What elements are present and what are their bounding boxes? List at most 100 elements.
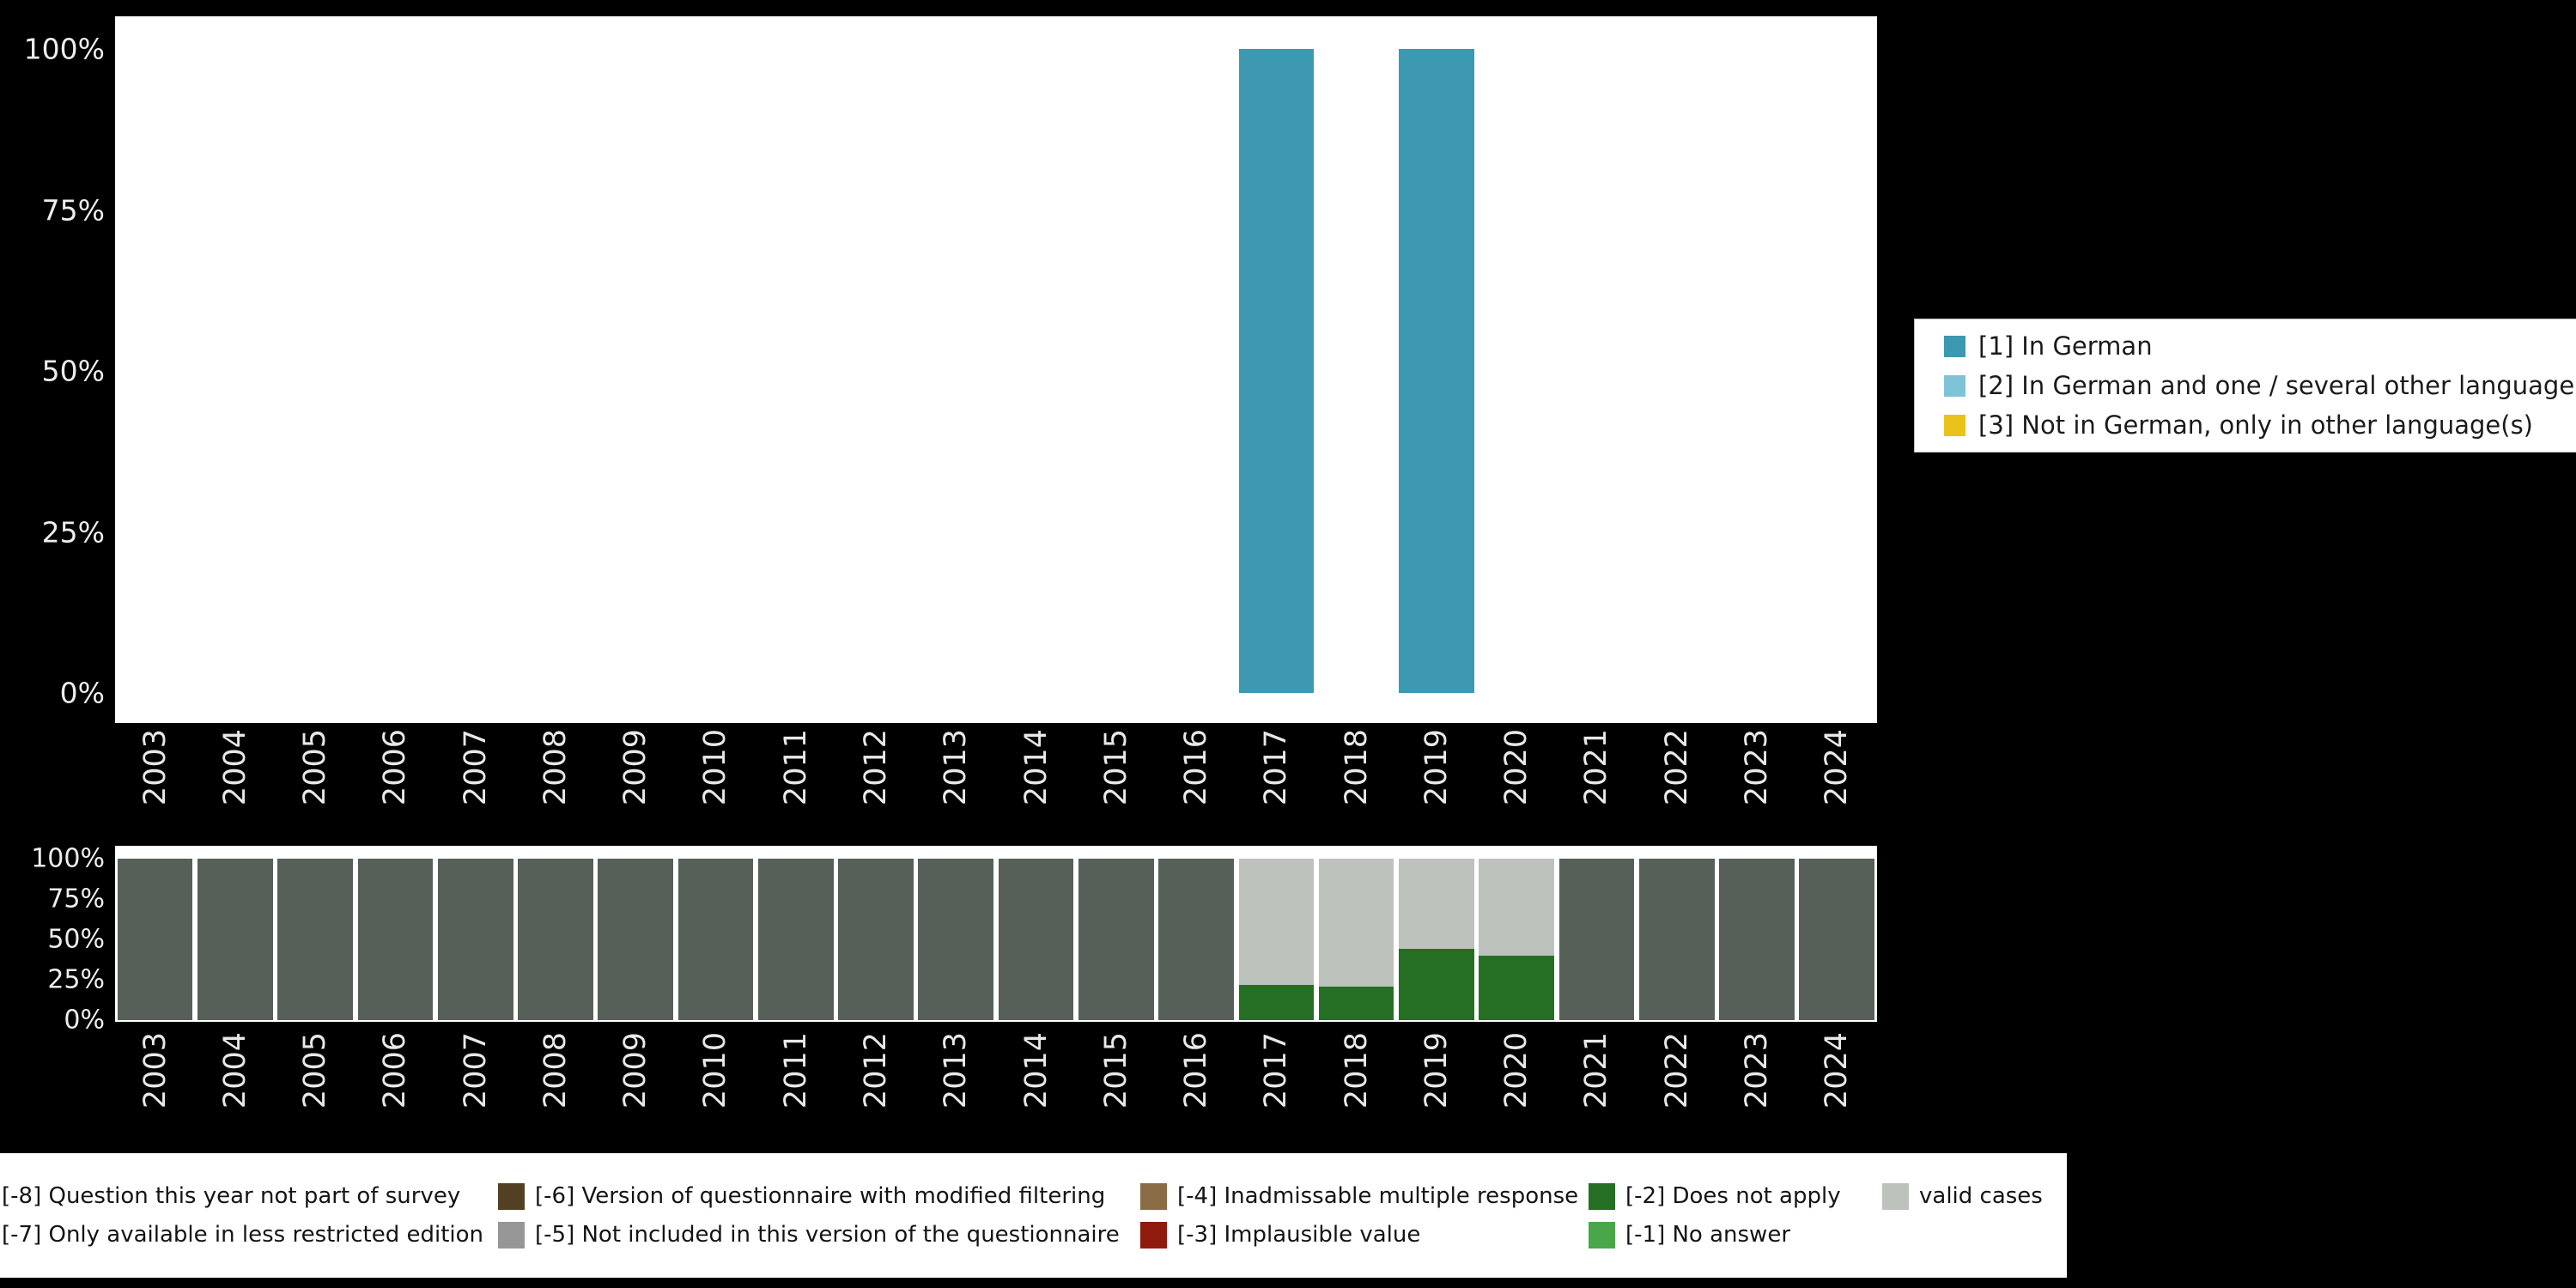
bar-stack bbox=[598, 859, 674, 1020]
x-axis-tick: 2023 bbox=[1716, 1032, 1796, 1148]
bar-segment bbox=[918, 859, 994, 1020]
bar-segment bbox=[838, 859, 914, 1020]
x-axis-tick-label: 2021 bbox=[1579, 729, 1614, 806]
y-axis-tick-label: 50% bbox=[47, 924, 105, 955]
bar-segment bbox=[117, 859, 193, 1020]
x-axis-tick: 2014 bbox=[996, 729, 1076, 845]
x-axis-tick: 2021 bbox=[1557, 1032, 1637, 1148]
x-axis-tick: 2005 bbox=[276, 1032, 355, 1148]
bar-segment bbox=[1399, 949, 1474, 1020]
bar-segment bbox=[1238, 984, 1315, 1020]
legend-item-label: [-6] Version of questionnaire with modif… bbox=[535, 1183, 1106, 1209]
bar-column-2021 bbox=[1557, 49, 1637, 693]
x-axis-tick-label: 2006 bbox=[378, 729, 413, 806]
bar-column-2010 bbox=[676, 49, 756, 693]
x-axis-tick-label: 2012 bbox=[859, 1032, 894, 1109]
bar-column-2022 bbox=[1637, 49, 1716, 693]
x-axis-tick-label: 2004 bbox=[217, 1032, 252, 1109]
legend-item: [1] In German bbox=[1944, 331, 2576, 361]
bar-column-2005 bbox=[276, 859, 355, 1020]
bar-column-2014 bbox=[996, 859, 1076, 1020]
bar-stack bbox=[1238, 859, 1315, 1020]
bar-stack bbox=[1479, 859, 1554, 1020]
x-axis-tick: 2005 bbox=[276, 729, 355, 845]
main-chart-bars bbox=[115, 49, 1877, 693]
legend-color-swatch bbox=[1140, 1182, 1167, 1210]
bar-segment bbox=[1558, 859, 1635, 1020]
y-axis-tick-label: 100% bbox=[23, 32, 105, 66]
y-axis-tick-label: 50% bbox=[41, 354, 105, 388]
x-axis-tick: 2024 bbox=[1797, 1032, 1877, 1148]
legend-item-label: valid cases bbox=[1919, 1183, 2043, 1209]
missings-chart-x-axis: 2003 2004 2005 2006 2007 2008 2009 2010 2011 2012… bbox=[115, 1032, 1877, 1148]
missing-legend-item: [-8] Question this year not part of surv… bbox=[0, 1183, 498, 1210]
x-axis-tick: 2003 bbox=[115, 1032, 195, 1148]
main-chart-plot-area bbox=[115, 16, 1877, 723]
bar-segment bbox=[1479, 955, 1554, 1020]
x-axis-tick-label: 2009 bbox=[618, 729, 653, 806]
bar-stack bbox=[357, 859, 434, 1020]
y-axis-labels: 100% 75% 50% 25% 0% 100% 75% 50% 25% 0% bbox=[0, 0, 105, 1288]
bar-stack bbox=[1238, 49, 1315, 693]
legend-item-label: [2] In German and one / several other la… bbox=[1978, 371, 2576, 400]
bar-stack bbox=[437, 859, 513, 1020]
bar-column-2017 bbox=[1236, 859, 1316, 1020]
x-axis-tick-label: 2017 bbox=[1259, 729, 1294, 806]
legend-item-label: [1] In German bbox=[1978, 331, 2153, 361]
x-axis-tick-label: 2005 bbox=[298, 729, 333, 806]
legend-item-label: [-7] Only available in less restricted e… bbox=[2, 1222, 484, 1248]
legend-item: [3] Not in German, only in other languag… bbox=[1944, 410, 2576, 440]
x-axis-tick: 2014 bbox=[996, 1032, 1076, 1148]
x-axis-tick-label: 2014 bbox=[1018, 1032, 1054, 1109]
bar-stack bbox=[918, 49, 993, 693]
x-axis-tick-label: 2020 bbox=[1499, 729, 1534, 806]
y-axis-tick-label: 75% bbox=[47, 884, 105, 914]
x-axis-tick-label: 2010 bbox=[698, 1032, 733, 1109]
bar-stack bbox=[358, 49, 434, 693]
bar-column-2004 bbox=[195, 49, 275, 693]
legend-color-swatch bbox=[1882, 1182, 1909, 1210]
bar-segment bbox=[1078, 859, 1154, 1020]
x-axis-tick: 2016 bbox=[1156, 729, 1236, 845]
bar-column-2008 bbox=[515, 49, 595, 693]
x-axis-tick-label: 2018 bbox=[1339, 1032, 1374, 1109]
y-axis-tick-label: 75% bbox=[41, 193, 105, 227]
bar-stack bbox=[838, 859, 914, 1020]
legend-color-swatch bbox=[1944, 414, 1965, 436]
y-axis-tick-label: 100% bbox=[31, 843, 105, 874]
bar-segment bbox=[1479, 859, 1554, 956]
x-axis-tick-label: 2006 bbox=[378, 1032, 413, 1109]
bar-column-2003 bbox=[115, 859, 195, 1020]
bar-stack bbox=[197, 859, 273, 1020]
x-axis-tick-label: 2011 bbox=[778, 729, 813, 806]
x-axis-tick: 2017 bbox=[1236, 1032, 1316, 1148]
bar-stack bbox=[277, 49, 353, 693]
bar-column-2005 bbox=[276, 49, 355, 693]
x-axis-tick: 2024 bbox=[1797, 729, 1877, 845]
bar-column-2011 bbox=[756, 49, 835, 693]
legend-color-swatch bbox=[1944, 335, 1965, 357]
bar-stack bbox=[1399, 49, 1474, 693]
x-axis-tick: 2019 bbox=[1396, 1032, 1476, 1148]
y-axis-tick-label: 25% bbox=[47, 964, 105, 995]
x-axis-tick: 2017 bbox=[1236, 729, 1316, 845]
bar-stack bbox=[678, 49, 754, 693]
bar-stack bbox=[1638, 859, 1715, 1020]
legend-color-swatch bbox=[498, 1221, 525, 1249]
missing-legend-item: [-2] Does not apply bbox=[1589, 1182, 1882, 1210]
bar-column-2024 bbox=[1797, 49, 1877, 693]
x-axis-tick-label: 2013 bbox=[939, 729, 974, 806]
bar-column-2018 bbox=[1316, 859, 1396, 1020]
x-axis-tick-label: 2010 bbox=[698, 729, 733, 806]
bar-stack bbox=[757, 859, 834, 1020]
bar-stack bbox=[999, 49, 1074, 693]
bar-stack bbox=[1479, 49, 1554, 693]
missing-legend-item: [-5] Not included in this version of the… bbox=[498, 1221, 1140, 1249]
bar-column-2017 bbox=[1236, 49, 1316, 693]
legend-color-swatch bbox=[498, 1182, 525, 1210]
bar-column-2014 bbox=[996, 49, 1076, 693]
x-axis-tick-label: 2003 bbox=[137, 729, 173, 806]
bar-segment bbox=[357, 859, 434, 1020]
bar-column-2016 bbox=[1156, 49, 1236, 693]
bar-stack bbox=[1799, 49, 1874, 693]
